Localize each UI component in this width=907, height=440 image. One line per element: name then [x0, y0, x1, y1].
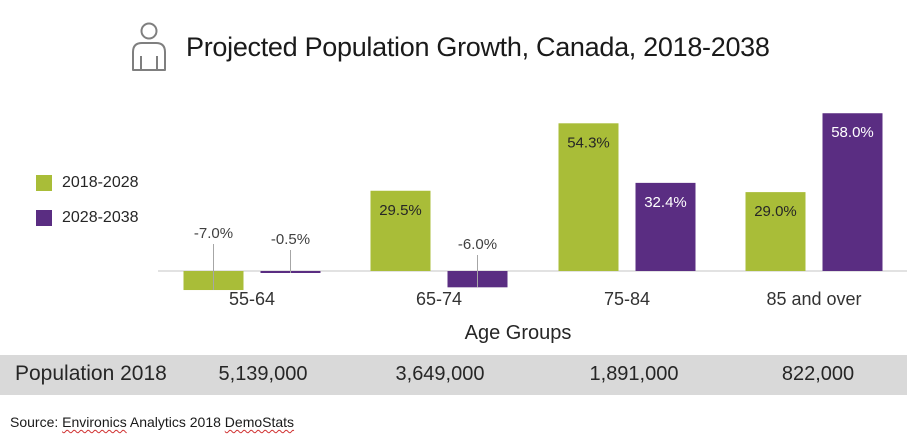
value-labels-group: -7.0% -0.5% 29.5% -6.0% 54.3% 32.4% 29.0% 58.0%	[194, 124, 874, 291]
population-row: Population 2018 5,139,000 3,649,000 1,89…	[0, 355, 907, 395]
value-label-2028-2038-55-64: -0.5%	[271, 231, 310, 248]
source-word-environics: Environics	[62, 414, 127, 430]
person-icon	[132, 22, 166, 71]
bar-2018-2028-85-and-over	[745, 192, 806, 271]
population-value-75-84: 1,891,000	[589, 363, 679, 385]
category-labels-group: 55-64 65-74 75-84 85 and over	[229, 289, 862, 309]
legend-label: 2018-2028	[62, 174, 139, 191]
category-label-85-and-over: 85 and over	[766, 289, 861, 309]
value-label-2028-2038-85-and-over: 58.0%	[831, 124, 874, 141]
bar-chart: -7.0% -0.5% 29.5% -6.0% 54.3% 32.4% 29.0% 58.0%…	[158, 113, 907, 344]
population-value-65-74: 3,649,000	[395, 363, 485, 385]
category-label-55-64: 55-64	[229, 289, 275, 309]
value-label-2018-2028-75-84: 54.3%	[567, 134, 610, 151]
source-word-demostats: DemoStats	[224, 414, 295, 430]
value-label-2018-2028-65-74: 29.5%	[379, 202, 422, 219]
legend-swatch-green	[36, 175, 52, 191]
chart-header: Projected Population Growth, Canada, 201…	[130, 22, 770, 72]
value-label-2028-2038-75-84: 32.4%	[644, 194, 687, 211]
source-middle: Analytics 2018	[126, 414, 225, 430]
value-label-2018-2028-55-64: -7.0%	[194, 225, 233, 242]
category-label-65-74: 65-74	[416, 289, 462, 309]
bar-2018-2028-65-74	[370, 190, 431, 271]
value-label-2018-2028-85-and-over: 29.0%	[754, 203, 797, 220]
category-label-75-84: 75-84	[604, 289, 650, 309]
legend-label: 2028-2038	[62, 209, 139, 226]
bar-2018-2028-75-84	[558, 123, 619, 271]
source-prefix: Source:	[10, 414, 63, 430]
legend-item-2028-2038: 2028-2038	[36, 207, 139, 229]
x-axis-title: Age Groups	[465, 322, 572, 344]
legend-item-2018-2028: 2018-2028	[36, 172, 139, 194]
source-note: Source: Environics Analytics 2018 DemoSt…	[10, 414, 294, 430]
population-value-55-64: 5,139,000	[218, 363, 308, 385]
bar-2028-2038-85-and-over	[822, 113, 883, 272]
chart-title: Projected Population Growth, Canada, 201…	[186, 31, 770, 62]
population-value-85-over: 822,000	[781, 363, 855, 385]
chart-legend: 2018-2028 2028-2038	[36, 172, 139, 242]
legend-swatch-purple	[36, 210, 52, 226]
bar-2028-2038-75-84	[635, 182, 696, 271]
value-label-2028-2038-65-74: -6.0%	[458, 236, 497, 253]
population-row-label: Population 2018	[15, 362, 167, 385]
bars-group	[183, 113, 883, 291]
